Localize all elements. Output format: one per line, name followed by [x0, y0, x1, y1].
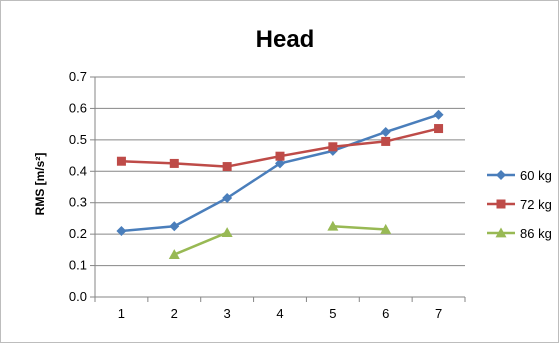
series-3-point-2	[168, 249, 180, 259]
y-tick-label-3: 0.3	[69, 195, 87, 210]
gridlines	[95, 76, 465, 267]
series-2-point-3	[222, 162, 232, 172]
series-3-line-1	[332, 225, 386, 231]
x-tick-label-5: 5	[329, 306, 336, 321]
y-tick-label-4: 0.4	[69, 163, 87, 178]
series-3-line-0	[173, 231, 228, 256]
y-tick-label-1: 0.1	[69, 258, 87, 273]
x-tick-label-4: 4	[276, 306, 283, 321]
series-3	[168, 220, 392, 259]
series-1	[116, 109, 444, 236]
series-2	[116, 124, 444, 172]
series-3-point-3	[221, 227, 233, 237]
series-1-point-2	[169, 221, 180, 232]
series-3-point-5	[327, 220, 339, 231]
y-tick-label-7: 0.7	[69, 69, 87, 84]
y-tick-label-5: 0.5	[69, 132, 87, 147]
series-1-point-1	[116, 226, 127, 236]
y-axis-label: RMS [m/s²]	[33, 153, 47, 216]
series-2-point-5	[328, 142, 338, 152]
legend-item-1: 60 kg	[487, 168, 552, 183]
series-2-point-6	[381, 136, 391, 146]
legend-swatch-marker-3	[495, 227, 507, 238]
series-3-point-6	[380, 223, 392, 234]
legend-item-3: 86 kg	[487, 226, 552, 241]
series-1-point-6	[380, 127, 391, 137]
series-2-point-7	[434, 124, 444, 134]
tick-labels: 0.0 0.1 0.2 0.3 0.4 0.5 0.6 0.7 1 2 3 4 5 6 7	[69, 69, 442, 321]
series-2-point-1	[116, 156, 126, 166]
legend-swatch-marker-1	[496, 170, 506, 180]
series-1-point-7	[433, 109, 444, 120]
x-tick-label-3: 3	[224, 306, 231, 321]
legend-label-2: 72 kg	[520, 197, 552, 212]
legend-label-3: 86 kg	[520, 226, 552, 241]
x-tick-label-1: 1	[118, 306, 125, 321]
x-tick-label-6: 6	[382, 306, 389, 321]
y-tick-label-6: 0.6	[69, 100, 87, 115]
series-group	[116, 109, 444, 259]
legend: 60 kg 72 kg 86 kg	[487, 168, 552, 241]
legend-swatch-marker-2	[496, 199, 506, 209]
axes	[90, 76, 466, 302]
series-2-point-2	[169, 158, 179, 168]
chart-title: Head	[256, 26, 315, 53]
x-tick-label-2: 2	[171, 306, 178, 321]
series-2-point-4	[275, 151, 285, 161]
series-1-point-4	[275, 158, 285, 169]
x-tick-label-7: 7	[435, 306, 442, 321]
series-1-line-0	[121, 113, 439, 233]
legend-item-2: 72 kg	[487, 197, 552, 212]
series-1-point-3	[222, 193, 233, 203]
y-tick-label-0: 0.0	[69, 289, 87, 304]
legend-label-1: 60 kg	[520, 168, 552, 183]
y-tick-label-2: 0.2	[69, 226, 87, 241]
